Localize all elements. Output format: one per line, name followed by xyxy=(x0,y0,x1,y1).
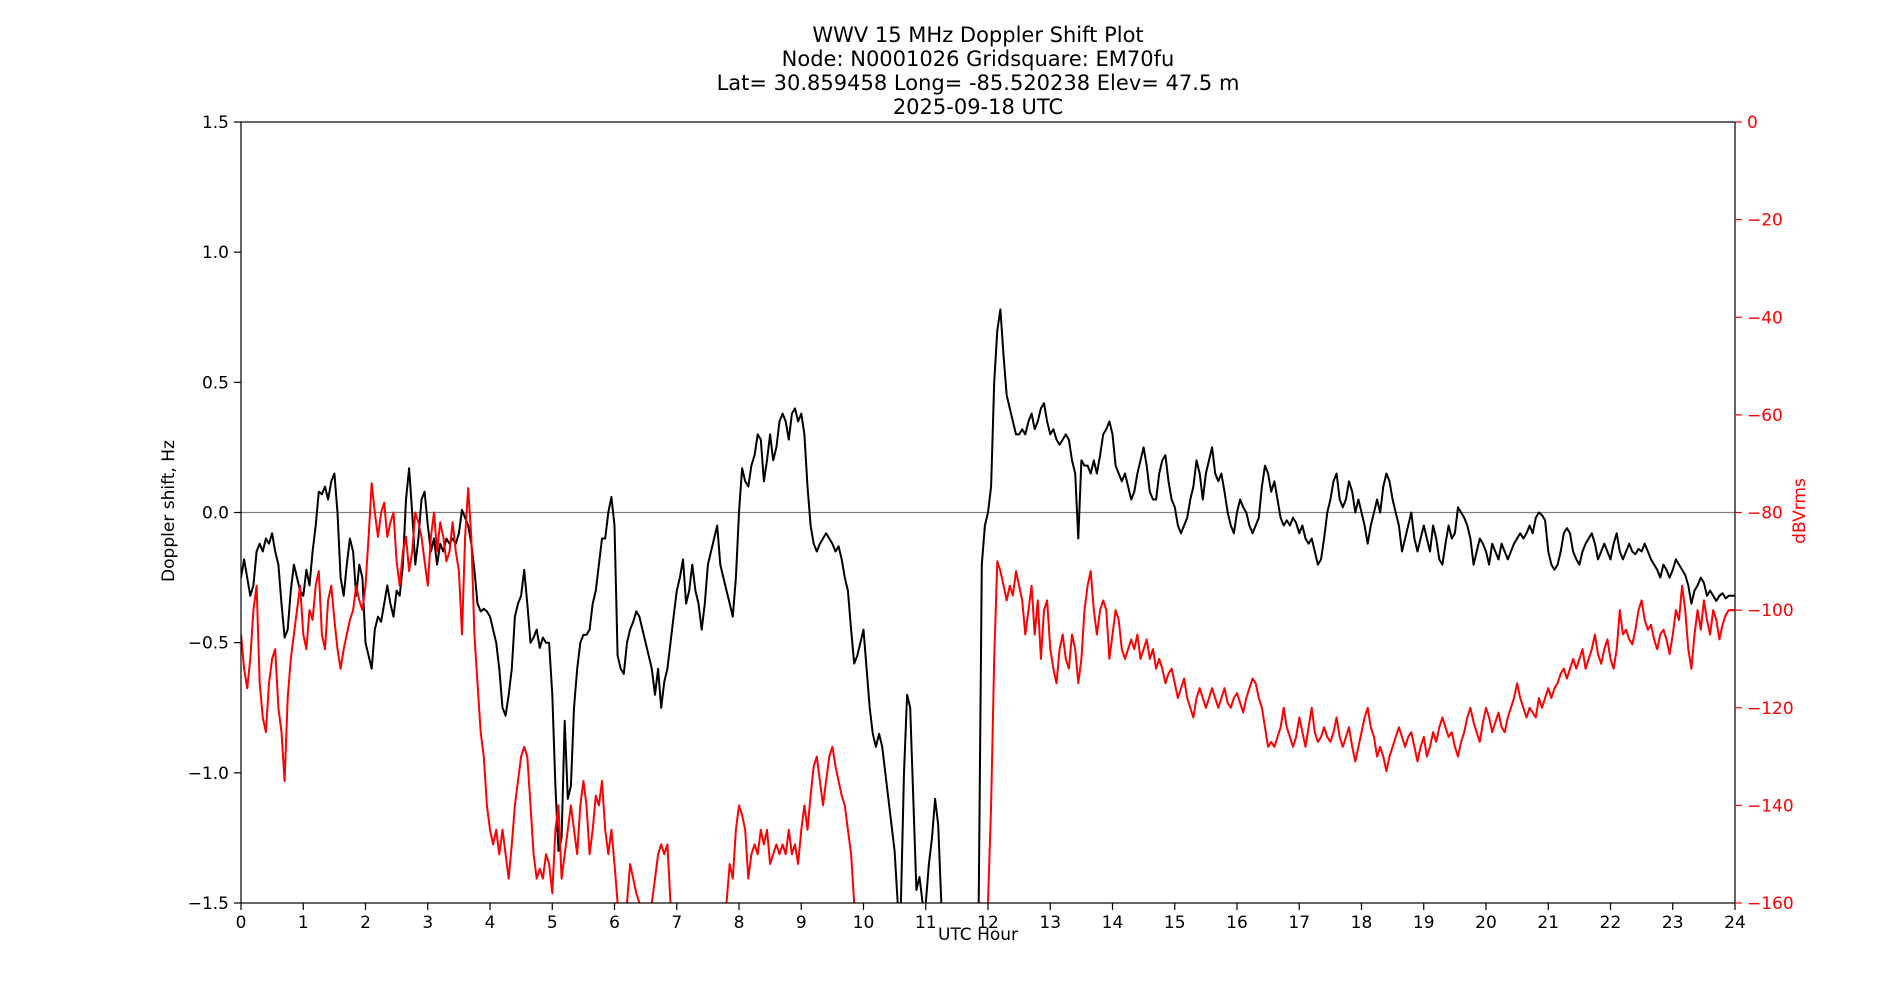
x-tick-label: 2 xyxy=(360,913,371,933)
x-tick-label: 3 xyxy=(422,913,433,933)
right-tick-label: −60 xyxy=(1747,406,1783,426)
x-tick-label: 11 xyxy=(915,913,937,933)
left-tick-label: 1.5 xyxy=(202,113,229,133)
x-tick-label: 0 xyxy=(236,913,247,933)
x-axis-ticks: 0 1 2 3 4 5 6 7 8 9 10 11 12 13 14 15 16 17 18 19 20 21 22 23 24 xyxy=(236,903,1746,933)
x-tick-label: 21 xyxy=(1537,913,1559,933)
right-tick-label: 0 xyxy=(1747,113,1758,133)
right-axis-ticks: 0 −20 −40 −60 −80 −100 −120 −140 −160 xyxy=(1735,113,1794,914)
x-tick-label: 23 xyxy=(1662,913,1684,933)
left-tick-label: −1.0 xyxy=(188,764,229,784)
power-series xyxy=(241,482,1735,903)
power-line-segment-5 xyxy=(987,560,1735,903)
left-tick-label: 0.0 xyxy=(202,504,229,524)
power-line-segment-1 xyxy=(241,482,619,903)
x-tick-label: 4 xyxy=(485,913,496,933)
doppler-line-segment-2 xyxy=(899,693,924,903)
doppler-series xyxy=(241,308,1735,903)
left-tick-label: −0.5 xyxy=(188,634,229,654)
x-tick-label: 17 xyxy=(1288,913,1310,933)
x-axis-label: UTC Hour xyxy=(938,925,1018,945)
title-line-2: Node: N0001026 Gridsquare: EM70fu xyxy=(782,47,1175,71)
power-line-segment-3 xyxy=(650,843,672,903)
doppler-line-segment-1 xyxy=(241,407,899,903)
x-tick-label: 12 xyxy=(977,913,999,933)
x-tick-label: 24 xyxy=(1724,913,1746,933)
x-tick-label: 10 xyxy=(853,913,875,933)
title-line-4: 2025-09-18 UTC xyxy=(893,95,1063,119)
x-tick-label: 22 xyxy=(1600,913,1622,933)
x-tick-label: 8 xyxy=(734,913,745,933)
doppler-line-segment-4 xyxy=(977,308,1735,903)
doppler-line-segment-3 xyxy=(924,797,943,903)
right-tick-label: −160 xyxy=(1747,894,1794,914)
chart-title: WWV 15 MHz Doppler Shift Plot Node: N000… xyxy=(717,23,1240,119)
left-tick-label: 1.0 xyxy=(202,243,229,263)
right-axis-label: dBVrms xyxy=(1790,478,1810,544)
right-tick-label: −120 xyxy=(1747,699,1794,719)
x-tick-label: 9 xyxy=(796,913,807,933)
right-tick-label: −100 xyxy=(1747,601,1794,621)
power-line-segment-4 xyxy=(725,745,856,903)
left-axis-ticks: 1.5 1.0 0.5 0.0 −0.5 −1.0 −1.5 xyxy=(188,113,241,914)
x-tick-label: 14 xyxy=(1102,913,1124,933)
right-tick-label: −80 xyxy=(1747,504,1783,524)
right-tick-label: −40 xyxy=(1747,308,1783,328)
title-line-1: WWV 15 MHz Doppler Shift Plot xyxy=(812,23,1143,47)
right-tick-label: −20 xyxy=(1747,211,1783,231)
x-tick-label: 7 xyxy=(671,913,682,933)
x-tick-label: 19 xyxy=(1413,913,1435,933)
x-tick-label: 13 xyxy=(1039,913,1061,933)
x-tick-label: 20 xyxy=(1475,913,1497,933)
x-tick-label: 15 xyxy=(1164,913,1186,933)
left-tick-label: 0.5 xyxy=(202,373,229,393)
power-line-segment-2 xyxy=(626,863,641,903)
title-line-3: Lat= 30.859458 Long= -85.520238 Elev= 47… xyxy=(717,71,1240,95)
x-tick-label: 16 xyxy=(1226,913,1248,933)
x-tick-label: 5 xyxy=(547,913,558,933)
x-tick-label: 1 xyxy=(298,913,309,933)
left-axis-label: Doppler shift, Hz xyxy=(159,440,179,582)
right-tick-label: −140 xyxy=(1747,796,1794,816)
x-tick-label: 18 xyxy=(1351,913,1373,933)
left-tick-label: −1.5 xyxy=(188,894,229,914)
x-tick-label: 6 xyxy=(609,913,620,933)
